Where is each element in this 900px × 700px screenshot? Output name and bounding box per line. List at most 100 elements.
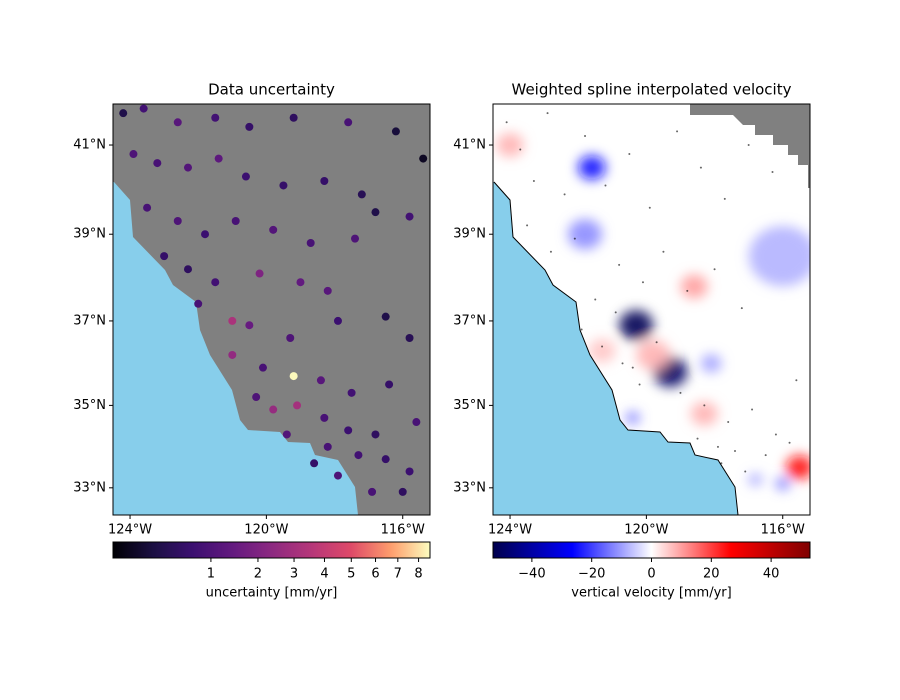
station-point xyxy=(368,487,377,496)
velocity-anomaly xyxy=(775,477,790,490)
y-tick-label: 37°N xyxy=(73,313,106,328)
station-point xyxy=(228,316,237,325)
colorbar-tick-label: 0 xyxy=(647,567,655,582)
station-dot xyxy=(621,362,624,365)
y-tick-label: 41°N xyxy=(453,138,486,153)
station-dot xyxy=(618,263,621,266)
station-point xyxy=(391,127,400,136)
velocity-anomaly xyxy=(786,455,810,480)
velocity-anomaly xyxy=(588,338,616,363)
station-point xyxy=(320,177,329,186)
station-point xyxy=(419,154,428,163)
station-point xyxy=(282,430,291,439)
station-point xyxy=(201,230,210,239)
coastline xyxy=(493,181,739,515)
station-dot xyxy=(740,307,743,310)
velocity-anomaly xyxy=(625,411,640,424)
station-dot xyxy=(686,289,689,292)
station-point xyxy=(357,190,366,199)
colorbar-label: vertical velocity [mm/yr] xyxy=(571,586,731,601)
station-dot xyxy=(532,180,535,183)
ocean xyxy=(113,182,358,515)
colorbar-tick-label: 4 xyxy=(320,567,328,582)
station-point xyxy=(153,159,162,168)
station-point xyxy=(252,393,261,402)
station-dot xyxy=(519,148,522,151)
chart-title: Weighted spline interpolated velocity xyxy=(512,81,792,99)
station-dot xyxy=(628,153,631,156)
station-point xyxy=(139,104,148,113)
station-point xyxy=(316,376,325,385)
station-dot xyxy=(734,449,737,452)
x-tick-label: 116°W xyxy=(761,523,805,538)
station-point xyxy=(231,217,240,226)
colorbar-tick-label: 3 xyxy=(290,567,298,582)
station-dot xyxy=(676,130,679,133)
station-point xyxy=(194,299,203,308)
station-point xyxy=(333,471,342,480)
station-point xyxy=(173,118,182,127)
station-point xyxy=(371,208,380,217)
station-point xyxy=(333,316,342,325)
y-tick-label: 37°N xyxy=(453,313,486,328)
station-point xyxy=(412,418,421,427)
y-tick-label: 41°N xyxy=(73,138,106,153)
velocity-anomaly xyxy=(748,473,763,486)
y-tick-label: 33°N xyxy=(453,480,486,495)
station-dot xyxy=(546,112,549,115)
station-dot xyxy=(723,197,726,200)
station-dot xyxy=(505,121,508,124)
station-point xyxy=(371,430,380,439)
station-point xyxy=(214,154,223,163)
station-dot xyxy=(774,433,777,436)
y-tick-label: 35°N xyxy=(73,398,106,413)
velocity-anomaly xyxy=(578,155,606,180)
colorbar-tick-label: −40 xyxy=(518,567,545,582)
y-tick-label: 39°N xyxy=(73,227,106,242)
station-point xyxy=(173,217,182,226)
velocity-anomaly xyxy=(690,401,718,426)
colorbar-tick-label: 40 xyxy=(763,567,780,582)
station-point xyxy=(289,113,298,122)
station-point xyxy=(269,225,278,234)
station-dot xyxy=(795,379,798,382)
station-point xyxy=(310,459,319,468)
station-point xyxy=(245,122,254,131)
station-point xyxy=(398,487,407,496)
station-dot xyxy=(580,328,583,331)
station-dot xyxy=(604,184,607,187)
station-dot xyxy=(601,345,604,348)
station-point xyxy=(296,278,305,287)
y-tick-label: 39°N xyxy=(453,227,486,242)
station-dot xyxy=(699,166,702,169)
station-dot xyxy=(764,454,767,457)
velocity-anomaly xyxy=(748,226,810,287)
colorbar xyxy=(492,541,811,559)
station-point xyxy=(160,252,169,261)
station-point xyxy=(289,372,298,381)
colorbar-tick-label: 7 xyxy=(394,567,402,582)
x-tick-label: 120°W xyxy=(624,523,668,538)
velocity-anomaly xyxy=(636,339,671,370)
station-point xyxy=(211,278,220,287)
station-point xyxy=(183,265,192,274)
colorbar-tick-label: −20 xyxy=(578,567,605,582)
station-dot xyxy=(771,171,774,174)
station-dot xyxy=(662,250,665,253)
map-area xyxy=(493,104,810,515)
station-point xyxy=(344,118,353,127)
station-dot xyxy=(526,224,529,227)
station-dot xyxy=(727,421,730,424)
station-dot xyxy=(655,341,658,344)
station-dot xyxy=(751,408,754,411)
station-point xyxy=(245,321,254,330)
station-point xyxy=(351,234,360,243)
station-dot xyxy=(713,268,716,271)
station-dot xyxy=(563,193,566,196)
station-dot xyxy=(641,281,644,284)
axes-frame xyxy=(492,103,811,516)
station-point xyxy=(320,413,329,422)
station-dot xyxy=(716,445,719,448)
